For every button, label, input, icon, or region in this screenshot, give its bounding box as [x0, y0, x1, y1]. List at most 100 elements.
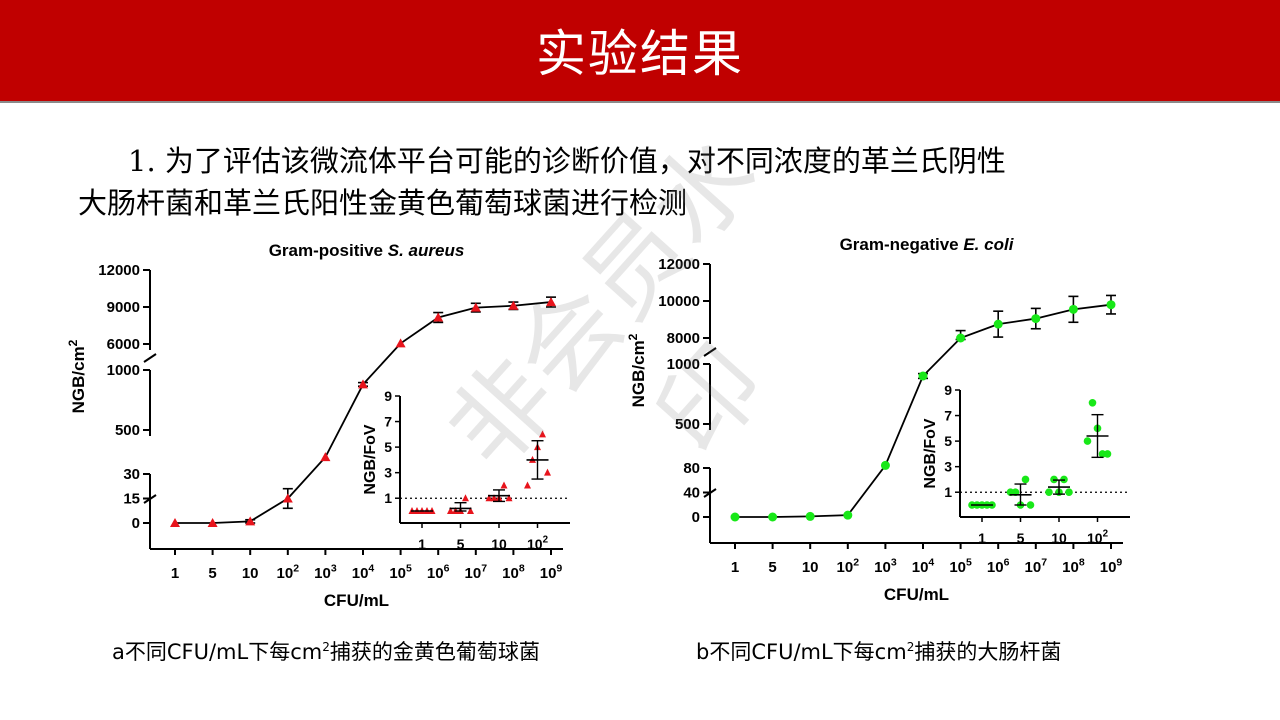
data-point: [546, 297, 556, 307]
data-point: [730, 512, 740, 522]
x-tick-label: 5: [768, 559, 776, 576]
inset-data-point: [1026, 501, 1035, 509]
chart-title: Gram-positive S. aureus: [269, 241, 465, 260]
inset-x-tick-label: 10: [491, 536, 507, 552]
data-point: [245, 516, 256, 526]
inset-data-point: [1083, 437, 1092, 445]
inset-x-tick-label: 1: [978, 530, 986, 546]
axis-break-mark: [143, 353, 157, 363]
data-point: [170, 518, 180, 527]
x-tick-label: 109: [1100, 556, 1123, 576]
intro-line-2: 大肠杆菌和革兰氏阳性金黄色葡萄球菌进行检测: [78, 186, 688, 220]
data-point: [1106, 300, 1116, 310]
intro-text: 1. 为了评估该微流体平台可能的诊断价值，对不同浓度的革兰氏阴性 大肠杆菌和革兰…: [78, 140, 1178, 224]
x-tick-label: 103: [314, 562, 337, 582]
inset-data-point: [467, 507, 474, 514]
data-point: [918, 371, 928, 381]
y-tick-label: 12000: [98, 262, 140, 279]
x-tick-label: 1: [171, 565, 179, 582]
x-tick-label: 102: [277, 562, 300, 582]
inset-data-point: [462, 494, 469, 502]
data-point: [320, 452, 331, 462]
y-tick-label: 500: [675, 416, 700, 433]
inset-y-tick-label: 3: [944, 459, 952, 475]
x-tick-label: 107: [1025, 556, 1048, 576]
inset-data-point: [1021, 475, 1030, 484]
caption-b-sup: 2: [906, 640, 915, 654]
x-tick-label: 1: [731, 559, 739, 576]
inset-data-point: [447, 507, 454, 514]
x-tick-label: 109: [540, 562, 563, 582]
inset-y-tick-label: 9: [944, 382, 952, 398]
y-axis-label: NGB/cm2: [66, 339, 88, 413]
inset-data-point: [1045, 488, 1053, 497]
y-tick-label: 8000: [667, 330, 700, 347]
x-tick-label: 5: [208, 565, 216, 582]
data-point: [358, 379, 368, 389]
slide-title: 实验结果: [536, 25, 744, 83]
caption-a-rest: 捕获的金黄色葡萄球菌: [329, 640, 540, 664]
chart-s-aureus: Gram-positive S. aureus01530500100060009…: [66, 241, 570, 610]
inset-x-tick-label: 102: [527, 535, 549, 552]
caption-b: b不同CFU/mL下每cm2捕获的大肠杆菌: [696, 636, 1061, 666]
data-point: [956, 333, 966, 343]
x-tick-label: 10: [242, 565, 259, 582]
data-point: [1031, 314, 1041, 324]
x-tick-label: 102: [837, 556, 860, 576]
y-tick-label: 500: [115, 422, 140, 439]
caption-b-rest: 捕获的大肠杆菌: [914, 640, 1062, 664]
inset-data-point: [500, 481, 508, 489]
x-tick-label: 10: [802, 559, 819, 576]
y-tick-label: 10000: [658, 293, 700, 310]
caption-b-text: b不同CFU/mL下每cm: [696, 640, 907, 664]
x-tick-label: 105: [949, 556, 972, 576]
data-point: [282, 493, 293, 503]
inset-y-tick-label: 7: [944, 408, 952, 424]
inset-y-tick-label: 1: [944, 484, 952, 500]
y-tick-label: 1000: [667, 356, 700, 373]
inset-y-tick-label: 7: [384, 414, 392, 430]
caption-a-text: a不同CFU/mL下每cm: [112, 640, 323, 664]
data-point: [470, 302, 481, 312]
data-point: [843, 510, 853, 520]
x-axis-label: CFU/mL: [324, 591, 389, 610]
y-tick-label: 30: [123, 466, 140, 483]
data-point: [993, 319, 1003, 329]
data-point: [768, 512, 778, 522]
data-point: [508, 300, 519, 310]
inset-data-point: [505, 494, 513, 502]
chart-e-coli: Gram-negative E. coli 0 40 80 500 1000 8000 100…: [626, 235, 1130, 604]
inset-y-axis-label: NGB/FoV: [362, 424, 379, 495]
y-tick-label: 40: [683, 485, 700, 502]
inset-data-point: [1088, 398, 1097, 407]
y-axis-label: NGB/cm2: [626, 333, 648, 407]
y-tick-label: 12000: [658, 256, 700, 273]
y-tick-label: 6000: [107, 336, 140, 353]
inset-data-point: [544, 468, 551, 476]
x-axis-label: CFU/mL: [884, 585, 949, 604]
x-tick-label: 108: [1062, 556, 1085, 576]
data-point: [880, 460, 890, 470]
intro-line-1: 1. 为了评估该微流体平台可能的诊断价值，对不同浓度的革兰氏阴性: [128, 144, 1006, 178]
y-tick-label: 1000: [107, 362, 140, 379]
inset-y-tick-label: 9: [384, 388, 392, 404]
inset-data-point: [485, 494, 493, 502]
y-tick-label: 80: [683, 460, 700, 477]
data-point: [433, 312, 444, 322]
inset-data-point: [524, 481, 531, 489]
inset-x-tick-label: 10: [1051, 530, 1067, 546]
data-point: [395, 338, 406, 348]
chart-title: Gram-negative E. coli: [840, 235, 1015, 254]
x-tick-label: 104: [912, 556, 935, 576]
x-tick-label: 104: [352, 562, 375, 582]
caption-a: a不同CFU/mL下每cm2捕获的金黄色葡萄球菌: [112, 636, 540, 666]
y-tick-label: 9000: [107, 299, 140, 316]
inset-y-tick-label: 5: [384, 439, 392, 455]
inset-data-point: [1065, 488, 1073, 497]
inset-x-tick-label: 1: [418, 536, 426, 552]
x-tick-label: 107: [465, 562, 488, 582]
inset-data-point: [1103, 450, 1112, 458]
inset-data-point: [539, 430, 546, 438]
inset-y-tick-label: 5: [944, 433, 952, 449]
inset-x-tick-label: 102: [1087, 529, 1109, 546]
